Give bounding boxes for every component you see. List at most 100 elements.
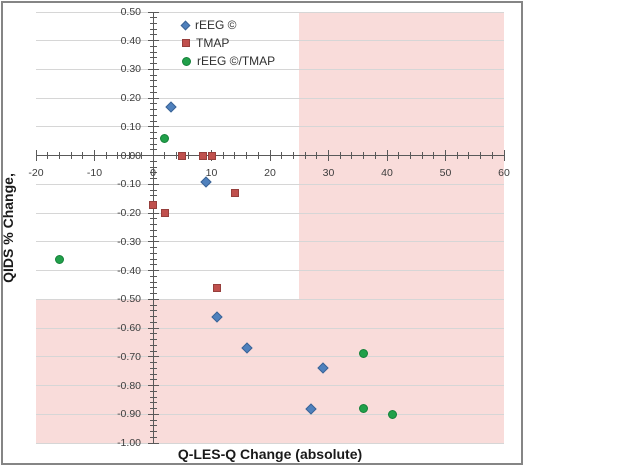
x-axis-minor-tick xyxy=(117,152,119,160)
x-axis-minor-tick xyxy=(409,152,411,160)
y-axis-minor-tick xyxy=(149,74,157,76)
x-axis-minor-tick xyxy=(222,152,224,160)
y-axis-minor-tick xyxy=(149,264,157,266)
x-axis-major-tick xyxy=(269,150,271,162)
y-axis-minor-tick xyxy=(149,172,157,174)
x-axis-major-tick xyxy=(328,150,329,162)
y-axis-minor-tick xyxy=(149,333,157,335)
gridline-y xyxy=(36,212,504,214)
y-axis-tick-label: 0.00 xyxy=(120,149,141,162)
y-axis-minor-tick xyxy=(149,436,157,438)
y-axis-minor-tick xyxy=(149,137,157,139)
y-axis-minor-tick xyxy=(149,396,157,398)
x-axis-minor-tick xyxy=(257,152,259,160)
y-axis-minor-tick xyxy=(149,252,157,254)
x-axis-minor-tick xyxy=(316,152,318,160)
y-axis-tick-label: -0.70 xyxy=(117,350,141,363)
x-axis-minor-tick xyxy=(129,152,131,160)
x-axis-major-tick xyxy=(94,150,95,162)
plot-area: -20 -10 0 10 20 30 40 50 60 0.50 0.40 0.30 0.20 0.10 0… xyxy=(28,6,509,449)
x-axis-major-tick xyxy=(503,150,505,162)
data-point-square xyxy=(198,151,207,160)
x-axis-minor-tick xyxy=(468,152,470,160)
y-axis-tick-label: 0.50 xyxy=(120,6,141,18)
y-axis-minor-tick xyxy=(149,149,157,151)
y-axis-major-tick xyxy=(147,212,159,214)
y-axis-minor-tick xyxy=(149,143,157,145)
x-axis-minor-tick xyxy=(491,152,493,160)
y-axis-major-tick xyxy=(147,270,159,272)
y-axis-tick-label: 0.20 xyxy=(120,92,141,105)
gridline-y xyxy=(36,126,504,128)
y-axis-major-tick xyxy=(147,241,159,243)
x-axis-minor-tick xyxy=(363,152,365,160)
y-axis-minor-tick xyxy=(149,431,157,432)
y-axis-major-tick xyxy=(147,298,159,300)
x-axis-minor-tick xyxy=(246,152,248,160)
circle-icon xyxy=(182,56,191,66)
data-point-circle xyxy=(388,409,398,419)
x-axis-minor-tick xyxy=(339,152,341,160)
gridline-y xyxy=(36,356,504,358)
legend-item-2: TMAP xyxy=(182,34,275,52)
data-point-square xyxy=(213,283,222,292)
y-axis-minor-tick xyxy=(149,350,157,352)
data-point-circle xyxy=(359,349,369,359)
x-axis-tick-label: 30 xyxy=(322,166,335,179)
x-axis-tick-label: -10 xyxy=(86,166,103,179)
y-axis-minor-tick xyxy=(149,166,157,168)
y-axis-minor-tick xyxy=(149,287,157,289)
y-axis-minor-tick xyxy=(149,57,157,59)
y-axis-major-tick xyxy=(147,356,159,358)
x-axis-tick-label: 0 xyxy=(150,166,156,179)
y-axis-minor-tick xyxy=(149,86,157,88)
x-axis-minor-tick xyxy=(58,152,60,160)
y-axis-minor-tick xyxy=(149,91,157,93)
y-axis-minor-tick xyxy=(149,275,157,277)
x-axis-major-tick xyxy=(386,150,388,162)
y-axis-minor-tick xyxy=(149,408,157,410)
data-point-circle xyxy=(160,133,170,143)
y-axis-minor-tick xyxy=(149,362,157,364)
y-axis-minor-tick xyxy=(149,229,157,231)
x-axis-tick-label: 20 xyxy=(264,166,276,179)
x-axis-minor-tick xyxy=(374,152,376,160)
legend-label: rEEG ©/TMAP xyxy=(197,54,276,68)
y-axis-minor-tick xyxy=(149,114,157,116)
y-axis-major-tick xyxy=(147,442,159,444)
gridline-y xyxy=(36,442,504,444)
y-axis-major-tick xyxy=(147,11,159,13)
diamond-icon xyxy=(180,20,191,30)
x-axis-minor-tick xyxy=(164,152,166,160)
y-axis-minor-tick xyxy=(149,80,157,82)
x-axis-tick-label: 50 xyxy=(439,166,452,179)
y-axis-minor-tick xyxy=(149,379,157,381)
y-axis-minor-tick xyxy=(149,367,157,369)
highlight-region-bottom-band xyxy=(36,299,504,443)
legend-item-3: rEEG ©/TMAP xyxy=(182,52,275,70)
x-axis-tick-label: -20 xyxy=(28,166,44,179)
x-axis-minor-tick xyxy=(47,152,49,160)
x-axis-minor-tick xyxy=(187,152,189,160)
x-axis-minor-tick xyxy=(351,152,353,160)
y-axis-minor-tick xyxy=(149,235,157,237)
y-axis-minor-tick xyxy=(149,321,157,323)
y-axis-minor-tick xyxy=(149,402,157,404)
data-point-square xyxy=(178,151,187,160)
y-axis-minor-tick xyxy=(149,339,157,341)
x-axis-tick-label: 10 xyxy=(205,166,218,179)
y-axis-tick-label: 0.40 xyxy=(120,34,141,47)
gridline-y xyxy=(36,298,504,300)
gridline-y xyxy=(36,11,504,13)
y-axis-tick-label: -0.20 xyxy=(117,207,141,220)
y-axis-tick-label: 0.30 xyxy=(120,63,141,76)
square-icon xyxy=(182,39,190,47)
y-axis-minor-tick xyxy=(149,310,157,312)
y-axis-minor-tick xyxy=(149,17,157,19)
y-axis-minor-tick xyxy=(149,132,157,134)
y-axis-minor-tick xyxy=(149,22,157,24)
y-axis-line xyxy=(152,12,154,443)
x-axis-tick-label: 40 xyxy=(381,166,393,179)
x-axis-minor-tick xyxy=(175,152,177,160)
